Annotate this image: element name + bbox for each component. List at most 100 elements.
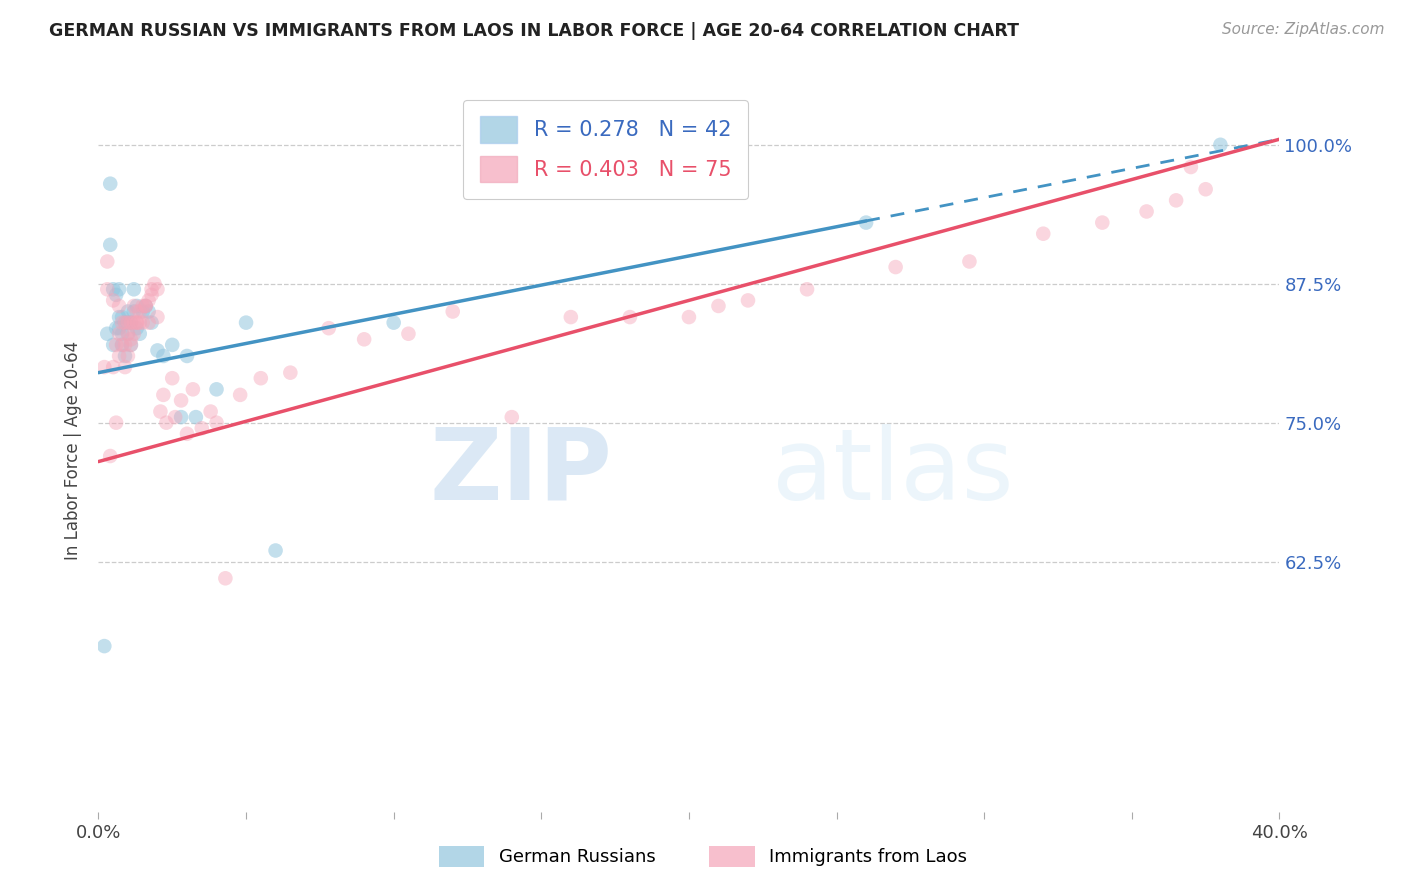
Point xyxy=(353,332,375,346)
Point xyxy=(855,216,877,230)
Point xyxy=(125,321,148,335)
Text: GERMAN RUSSIAN VS IMMIGRANTS FROM LAOS IN LABOR FORCE | AGE 20-64 CORRELATION CH: GERMAN RUSSIAN VS IMMIGRANTS FROM LAOS I… xyxy=(49,22,1019,40)
Point xyxy=(141,316,163,330)
Point xyxy=(135,299,157,313)
Point xyxy=(93,639,115,653)
Point xyxy=(120,316,142,330)
Point xyxy=(382,316,405,330)
Text: Source: ZipAtlas.com: Source: ZipAtlas.com xyxy=(1222,22,1385,37)
Point xyxy=(108,299,131,313)
Point xyxy=(796,282,818,296)
Point xyxy=(152,349,174,363)
Point xyxy=(117,349,139,363)
Point xyxy=(111,310,134,324)
Point xyxy=(560,310,582,324)
Point xyxy=(120,338,142,352)
Point xyxy=(105,416,128,430)
Point xyxy=(125,299,148,313)
Point xyxy=(205,382,228,396)
Point xyxy=(165,410,187,425)
Point xyxy=(146,282,169,296)
Point xyxy=(108,310,131,324)
Point xyxy=(176,426,198,441)
Point xyxy=(162,371,183,385)
Point xyxy=(205,416,228,430)
Text: atlas: atlas xyxy=(772,424,1014,521)
Point xyxy=(152,388,174,402)
Point xyxy=(1180,160,1202,174)
Point xyxy=(884,260,907,274)
Point xyxy=(235,316,257,330)
Point xyxy=(132,299,155,313)
Point xyxy=(1032,227,1054,241)
Point xyxy=(114,316,136,330)
Point xyxy=(191,421,214,435)
Point xyxy=(214,571,236,585)
Point xyxy=(135,299,157,313)
Point xyxy=(135,299,157,313)
Point xyxy=(103,282,125,296)
Point xyxy=(122,326,145,341)
Point xyxy=(117,326,139,341)
Point xyxy=(398,326,420,341)
Point xyxy=(105,321,128,335)
Point xyxy=(1209,137,1232,152)
Point xyxy=(1091,216,1114,230)
Point xyxy=(98,237,121,252)
Point xyxy=(108,326,131,341)
Point xyxy=(162,338,183,352)
Point xyxy=(138,293,160,308)
Point xyxy=(96,326,118,341)
Point xyxy=(111,316,134,330)
Point xyxy=(138,304,160,318)
Point xyxy=(143,277,166,291)
Point xyxy=(117,326,139,341)
Point xyxy=(128,326,150,341)
Point xyxy=(117,316,139,330)
Point xyxy=(318,321,340,335)
Point xyxy=(250,371,273,385)
Text: ZIP: ZIP xyxy=(429,424,612,521)
Point xyxy=(111,338,134,352)
Point xyxy=(1136,204,1159,219)
Point xyxy=(141,282,163,296)
Point xyxy=(108,349,131,363)
Point xyxy=(280,366,302,380)
Point xyxy=(181,382,204,396)
Point xyxy=(441,304,464,318)
Point xyxy=(501,410,523,425)
Point xyxy=(103,293,125,308)
Point xyxy=(122,304,145,318)
Point xyxy=(149,404,172,418)
Point xyxy=(229,388,252,402)
Point xyxy=(125,316,148,330)
Point xyxy=(132,304,155,318)
Point xyxy=(1195,182,1218,196)
Point xyxy=(128,304,150,318)
Point xyxy=(184,410,207,425)
Point xyxy=(138,316,160,330)
Point xyxy=(114,338,136,352)
Point xyxy=(114,316,136,330)
Point xyxy=(111,326,134,341)
Point xyxy=(96,254,118,268)
Point xyxy=(170,393,193,408)
Point xyxy=(737,293,759,308)
Legend: R = 0.278   N = 42, R = 0.403   N = 75: R = 0.278 N = 42, R = 0.403 N = 75 xyxy=(463,100,748,199)
Point xyxy=(707,299,730,313)
Point xyxy=(959,254,981,268)
Point xyxy=(114,360,136,375)
Point xyxy=(176,349,198,363)
Point xyxy=(108,321,131,335)
Point xyxy=(108,282,131,296)
Point xyxy=(98,177,121,191)
Point xyxy=(98,449,121,463)
Point xyxy=(103,338,125,352)
Point xyxy=(619,310,641,324)
Point xyxy=(117,316,139,330)
Point xyxy=(155,416,177,430)
Point xyxy=(146,343,169,358)
Point xyxy=(146,310,169,324)
Point xyxy=(1166,194,1188,208)
Point xyxy=(128,316,150,330)
